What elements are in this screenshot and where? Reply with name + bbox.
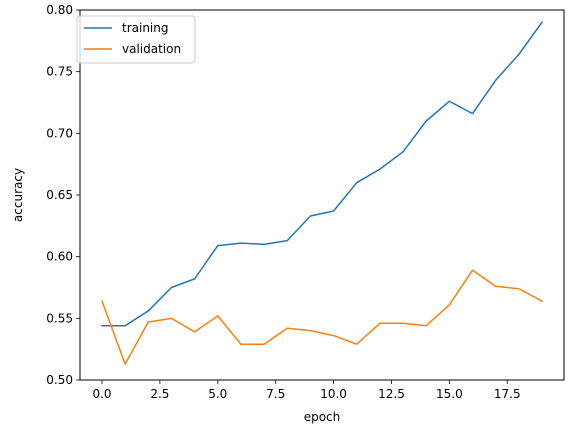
y-tick-label: 0.60 — [46, 250, 73, 264]
y-tick-label: 0.70 — [46, 126, 73, 140]
x-tick-label: 0.0 — [92, 387, 111, 401]
x-tick-label: 17.5 — [494, 387, 521, 401]
x-axis-label: epoch — [304, 410, 341, 424]
x-tick-label: 15.0 — [436, 387, 463, 401]
y-tick-label: 0.50 — [46, 373, 73, 387]
series-layer — [101, 21, 544, 365]
plot-background — [80, 10, 564, 380]
series-line-validation — [101, 269, 544, 365]
x-tick-label: 2.5 — [150, 387, 169, 401]
y-tick-label: 0.80 — [46, 3, 73, 17]
legend-label-training: training — [122, 21, 169, 35]
x-axis-ticks: 0.0 2.5 5.0 7.5 10.0 12.5 15.0 17.5 — [92, 380, 521, 401]
x-tick-label: 7.5 — [266, 387, 285, 401]
y-tick-label: 0.55 — [46, 311, 73, 325]
y-axis-label: accuracy — [11, 168, 25, 222]
x-tick-label: 5.0 — [208, 387, 227, 401]
legend: training validation — [76, 15, 196, 64]
x-tick-label: 10.0 — [320, 387, 347, 401]
plot-frame — [79, 9, 565, 381]
legend-label-validation: validation — [122, 42, 181, 56]
y-axis-ticks: 0.50 0.55 0.60 0.65 0.70 0.75 0.80 — [46, 3, 80, 387]
y-tick-label: 0.75 — [46, 65, 73, 79]
series-line-training — [101, 21, 544, 327]
x-tick-label: 12.5 — [378, 387, 405, 401]
y-tick-label: 0.65 — [46, 188, 73, 202]
